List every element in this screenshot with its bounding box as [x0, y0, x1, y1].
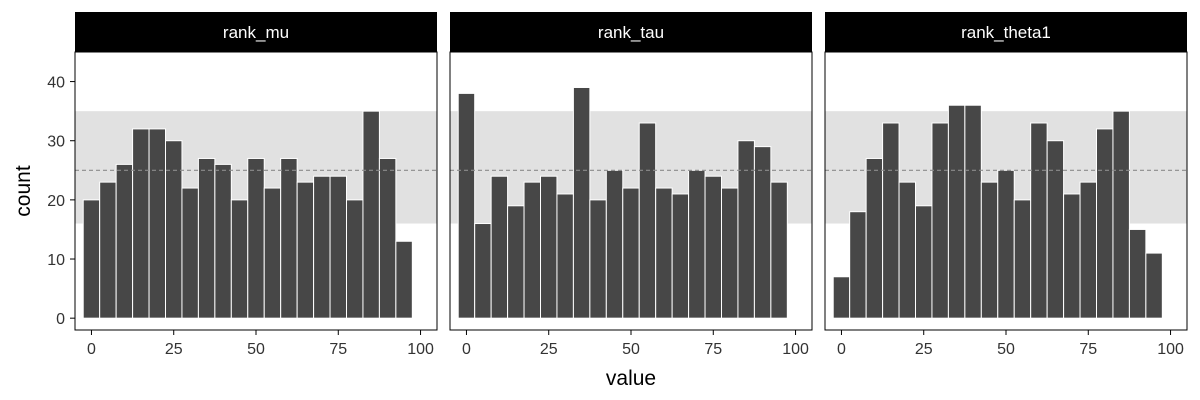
- histogram-bar: [770, 181, 788, 319]
- x-tick-label: 0: [462, 341, 471, 358]
- histogram-bar: [865, 157, 884, 319]
- histogram-bar: [1013, 199, 1032, 319]
- histogram-bar: [490, 175, 509, 319]
- histogram-bar: [378, 157, 397, 319]
- histogram-bar: [148, 128, 167, 319]
- histogram-bar: [671, 193, 690, 319]
- x-tick-label: 75: [329, 341, 347, 358]
- histogram-bar: [638, 122, 657, 319]
- y-tick-label: 0: [56, 311, 65, 328]
- x-tick-label: 75: [704, 341, 722, 358]
- histogram-bar: [132, 128, 150, 319]
- histogram-bar: [82, 199, 101, 319]
- x-tick-label: 0: [87, 341, 96, 358]
- histogram-bar: [540, 175, 558, 319]
- histogram-bar: [688, 169, 706, 319]
- x-tick-label: 25: [915, 341, 933, 358]
- histogram-bar: [99, 181, 117, 319]
- facet-strip: [825, 12, 1187, 52]
- histogram-bar: [263, 187, 282, 319]
- histogram-bar: [931, 122, 949, 319]
- x-tick-label: 100: [407, 341, 434, 358]
- y-axis-title: count: [12, 165, 35, 217]
- x-tick-label: 50: [247, 341, 265, 358]
- histogram-bar: [997, 169, 1015, 319]
- facet-strip-label: rank_theta1: [961, 23, 1051, 42]
- x-tick-label: 25: [165, 341, 183, 358]
- histogram-bar: [395, 240, 413, 319]
- facet-strip-label: rank_tau: [598, 23, 664, 42]
- histogram-bar: [605, 169, 624, 319]
- histogram-bar: [882, 122, 900, 319]
- histogram-bar: [737, 140, 755, 319]
- histogram-bar: [346, 199, 364, 319]
- facet-strip: [75, 12, 437, 52]
- x-tick-label: 0: [837, 341, 846, 358]
- histogram-bar: [230, 199, 249, 319]
- histogram-bar: [1128, 228, 1147, 319]
- histogram-bar: [1079, 181, 1097, 319]
- histogram-bar: [197, 157, 216, 319]
- histogram-bar: [280, 157, 298, 319]
- y-tick-label: 20: [47, 193, 65, 210]
- histogram-bar: [980, 181, 999, 319]
- histogram-bar: [622, 187, 640, 319]
- histogram-bar: [247, 157, 265, 319]
- histogram-bar: [115, 163, 134, 319]
- histogram-bar: [296, 181, 315, 319]
- histogram-bar: [947, 104, 966, 319]
- x-tick-label: 100: [782, 341, 809, 358]
- histogram-bar: [181, 187, 199, 319]
- histogram-bar: [589, 199, 607, 319]
- histogram-bar: [704, 175, 723, 319]
- histogram-bar: [329, 175, 347, 319]
- y-tick-label: 30: [47, 134, 65, 151]
- x-tick-label: 75: [1079, 341, 1097, 358]
- histogram-bar: [898, 181, 917, 319]
- y-tick-label: 10: [47, 252, 65, 269]
- histogram-bar: [832, 276, 851, 319]
- x-axis-title: value: [606, 367, 656, 390]
- facet-strip: [450, 12, 812, 52]
- histogram-bar: [165, 140, 183, 319]
- histogram-bar: [474, 223, 492, 319]
- histogram-bar: [915, 205, 933, 319]
- y-tick-label: 40: [47, 75, 65, 92]
- histogram-bar: [721, 187, 739, 319]
- histogram-bar: [1096, 128, 1114, 319]
- x-tick-label: 100: [1157, 341, 1184, 358]
- facet-strip-label: rank_mu: [223, 23, 289, 42]
- histogram-bar: [214, 163, 232, 319]
- histogram-bar: [964, 104, 982, 319]
- histogram-bar: [655, 187, 673, 319]
- histogram-bar: [1145, 252, 1163, 319]
- histogram-bar: [1112, 110, 1130, 319]
- histogram-bar: [1063, 193, 1081, 319]
- x-tick-label: 50: [622, 341, 640, 358]
- histogram-bar: [362, 110, 380, 319]
- histogram-bar: [523, 181, 542, 319]
- histogram-bar: [753, 146, 772, 319]
- histogram-bar: [849, 211, 867, 319]
- histogram-bar: [1046, 140, 1065, 319]
- histogram-bar: [572, 86, 591, 319]
- histogram-bar: [457, 92, 476, 319]
- histogram-bar: [556, 193, 574, 319]
- histogram-bar: [1030, 122, 1048, 319]
- x-tick-label: 25: [540, 341, 558, 358]
- x-tick-label: 50: [997, 341, 1015, 358]
- histogram-bar: [507, 205, 525, 319]
- histogram-bar: [313, 175, 331, 319]
